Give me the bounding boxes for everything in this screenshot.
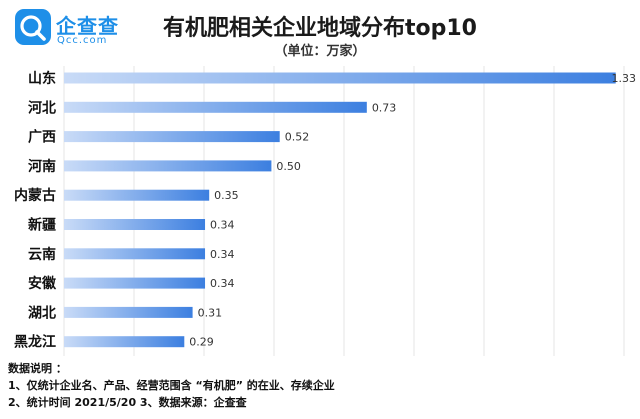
logo-brand-cn: 企查查 xyxy=(56,14,119,38)
bars-group: 山东 1.33 河北 0.73 广西 0.52 河南 0.50 内蒙古 0.35 新疆 0.34 云南 0… xyxy=(14,70,636,351)
value-label: 1.33 xyxy=(612,72,637,85)
bar xyxy=(64,131,280,143)
value-label: 0.35 xyxy=(214,189,239,202)
data-notes: 数据说明 ： 1、仅统计企业名、产品、经营范围含 “有机肥” 的在业、存续企业 … xyxy=(8,360,335,411)
bar xyxy=(64,336,185,348)
bar xyxy=(64,248,206,260)
value-label: 0.50 xyxy=(276,160,301,173)
value-label: 0.34 xyxy=(210,219,235,232)
category-label: 黑龙江 xyxy=(14,334,56,351)
category-label: 新疆 xyxy=(28,217,56,234)
notes-line-2: 2、统计时间 2021/5/20 3、数据来源：企查查 xyxy=(8,396,247,409)
category-label: 广西 xyxy=(28,129,56,146)
notes-line-1: 1、仅统计企业名、产品、经营范围含 “有机肥” 的在业、存续企业 xyxy=(8,379,335,392)
bar xyxy=(64,219,206,230)
qcc-logo-icon xyxy=(15,9,51,45)
category-label: 河南 xyxy=(28,158,56,175)
category-label: 云南 xyxy=(28,246,56,263)
category-label: 河北 xyxy=(28,99,56,116)
value-label: 0.34 xyxy=(210,248,235,261)
category-label: 安徽 xyxy=(28,275,57,292)
value-label: 0.29 xyxy=(189,336,214,349)
notes-heading: 数据说明 ： xyxy=(8,362,67,375)
chart-title: 有机肥相关企业地域分布top10 xyxy=(163,16,477,41)
chart-subtitle: （单位：万家） xyxy=(274,44,366,59)
value-label: 0.31 xyxy=(198,306,223,319)
category-label: 内蒙古 xyxy=(14,187,56,204)
bar xyxy=(64,72,616,84)
bar xyxy=(64,160,272,172)
bar xyxy=(64,306,193,318)
bar xyxy=(64,101,367,113)
value-label: 0.34 xyxy=(210,277,235,290)
bar xyxy=(64,189,210,201)
logo-brand-en: Qcc.com xyxy=(57,35,108,46)
qcc-logo: 企查查 Qcc.com xyxy=(14,8,134,48)
bar xyxy=(64,277,206,289)
category-label: 山东 xyxy=(28,70,56,87)
value-label: 0.52 xyxy=(285,131,310,144)
category-label: 湖北 xyxy=(28,305,56,321)
value-label: 0.73 xyxy=(372,101,397,114)
